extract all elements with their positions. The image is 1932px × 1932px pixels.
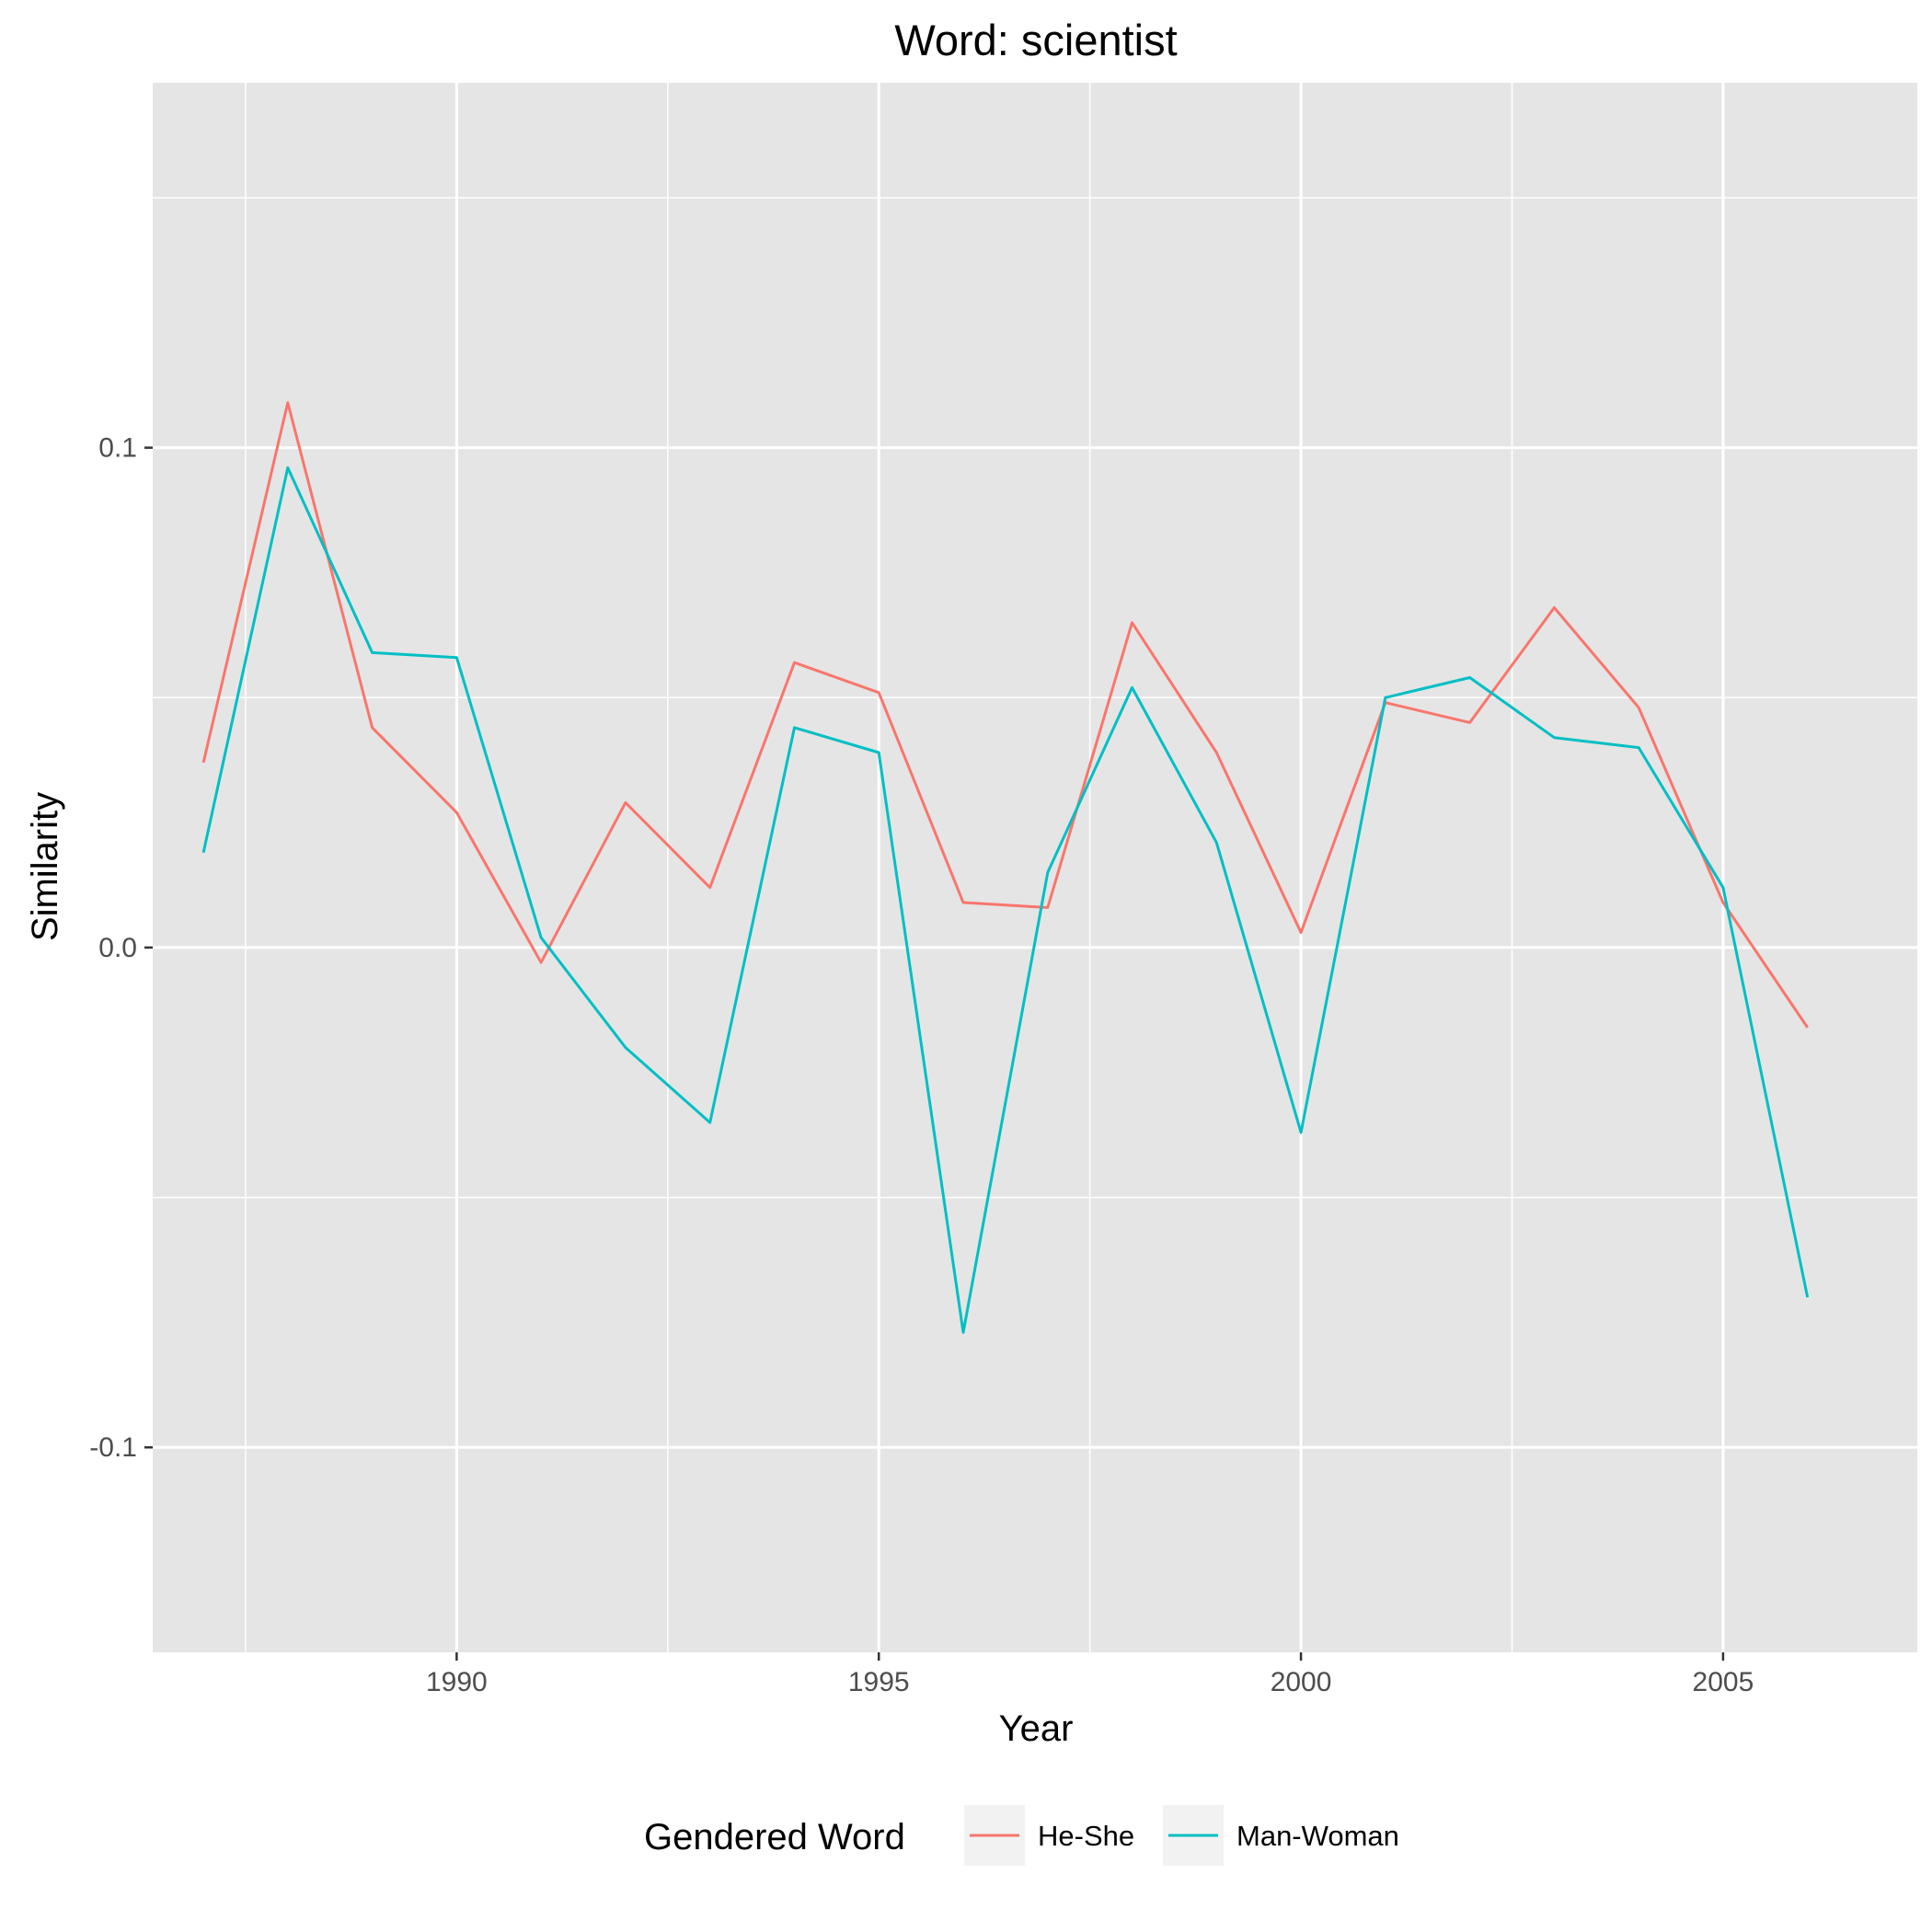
x-axis-title: Year (999, 1708, 1074, 1749)
x-tick-label: 2000 (1271, 1667, 1332, 1697)
legend-label: He-She (1038, 1820, 1134, 1852)
grid-lines (153, 83, 1917, 1652)
legend-title: Gendered Word (644, 1817, 905, 1857)
plot-panel (153, 83, 1917, 1652)
legend-items: He-She Man-Woman (964, 1805, 1399, 1866)
x-tick-label: 1990 (426, 1667, 488, 1697)
x-tick-label: 1995 (848, 1667, 910, 1697)
x-axis: 1990 1995 2000 2005 (426, 1652, 1754, 1697)
chart-title: Word: scientist (894, 16, 1177, 64)
y-tick-label: 0.1 (98, 433, 137, 464)
legend: Gendered Word He-She Man-Woman (644, 1805, 1399, 1866)
y-tick-label: -0.1 (89, 1432, 137, 1463)
y-axis: -0.1 0.0 0.1 (89, 433, 153, 1463)
x-tick-label: 2005 (1693, 1667, 1754, 1697)
y-tick-label: 0.0 (98, 933, 137, 963)
series-line-he-she (201, 401, 1809, 1029)
series-line-man-woman (201, 466, 1810, 1334)
y-axis-title: Similarity (25, 792, 65, 941)
series-layer (201, 401, 1810, 1334)
legend-label: Man-Woman (1236, 1820, 1399, 1852)
